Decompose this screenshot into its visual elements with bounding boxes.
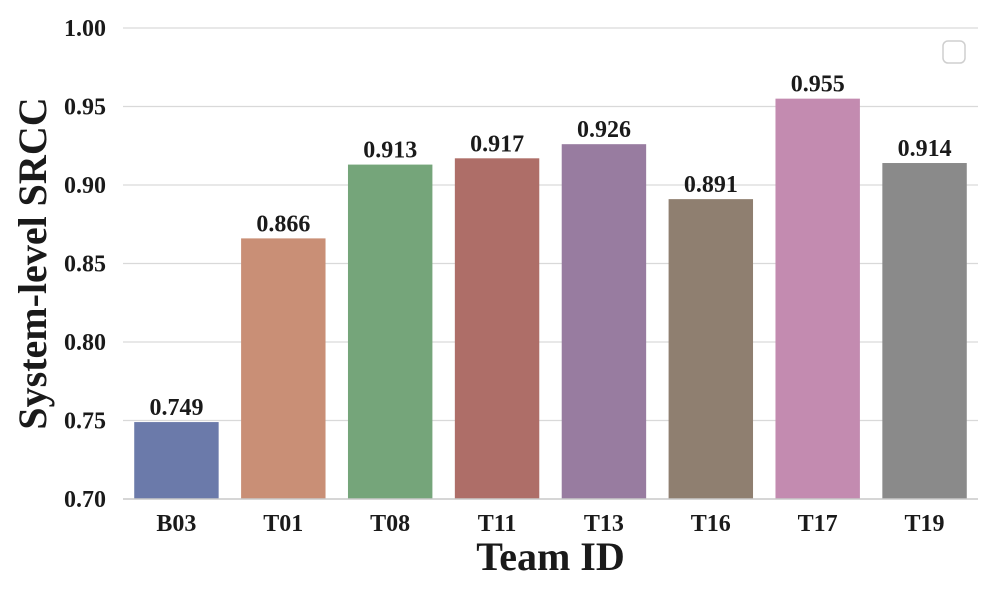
x-tick-label: T11 [478,511,517,537]
bar-b03 [134,422,219,499]
x-axis-ticks: B03 T01 T08 T11 T13 T16 T17 T19 [156,511,944,537]
x-tick-label: T13 [584,511,624,537]
data-labels: 0.749 0.866 0.913 0.917 0.926 0.891 0.955 0.914 [149,72,951,421]
data-label-t08: 0.913 [363,138,417,164]
bars [134,98,967,500]
x-tick-label: T01 [263,511,303,537]
data-label-t11: 0.917 [470,131,524,157]
y-tick-label: 0.85 [64,252,106,278]
x-tick-label: T19 [905,511,945,537]
bar-t08 [347,164,433,499]
y-tick-label: 0.75 [64,409,106,435]
data-label-t13: 0.926 [577,117,631,143]
bar-t16 [668,199,754,499]
legend-box [942,40,966,64]
y-tick-label: 0.95 [64,95,106,121]
bar-t13 [561,144,647,499]
bar-t19 [882,163,967,499]
data-label-b03: 0.749 [149,395,203,421]
data-label-t01: 0.866 [256,211,310,237]
x-tick-label: T16 [691,511,731,537]
bar-t01 [241,238,326,499]
bar-t11 [454,158,540,499]
data-label-t16: 0.891 [684,172,738,198]
bar-t17 [775,98,860,500]
x-tick-label: T08 [370,511,410,537]
y-tick-label: 0.90 [64,173,106,199]
y-tick-label: 0.80 [64,330,106,356]
y-tick-label: 1.00 [64,16,106,42]
x-tick-label: B03 [156,511,196,537]
y-axis-ticks: 0.70 0.75 0.80 0.85 0.90 0.95 1.00 [64,16,106,513]
y-axis-title: System-level SRCC [10,97,55,429]
x-axis-title: Team ID [476,534,625,579]
y-tick-label: 0.70 [64,487,106,513]
x-tick-label: T17 [798,511,838,537]
data-label-t17: 0.955 [791,72,845,98]
data-label-t19: 0.914 [898,136,952,162]
